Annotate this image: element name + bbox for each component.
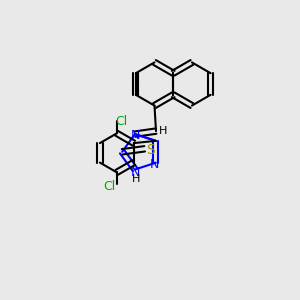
Text: N: N xyxy=(150,158,159,171)
Text: H: H xyxy=(132,174,141,184)
Text: Cl: Cl xyxy=(115,116,128,128)
Text: N: N xyxy=(130,129,140,142)
Text: Cl: Cl xyxy=(103,180,116,193)
Text: S: S xyxy=(146,143,154,157)
Text: H: H xyxy=(159,126,168,136)
Text: N: N xyxy=(130,166,140,179)
